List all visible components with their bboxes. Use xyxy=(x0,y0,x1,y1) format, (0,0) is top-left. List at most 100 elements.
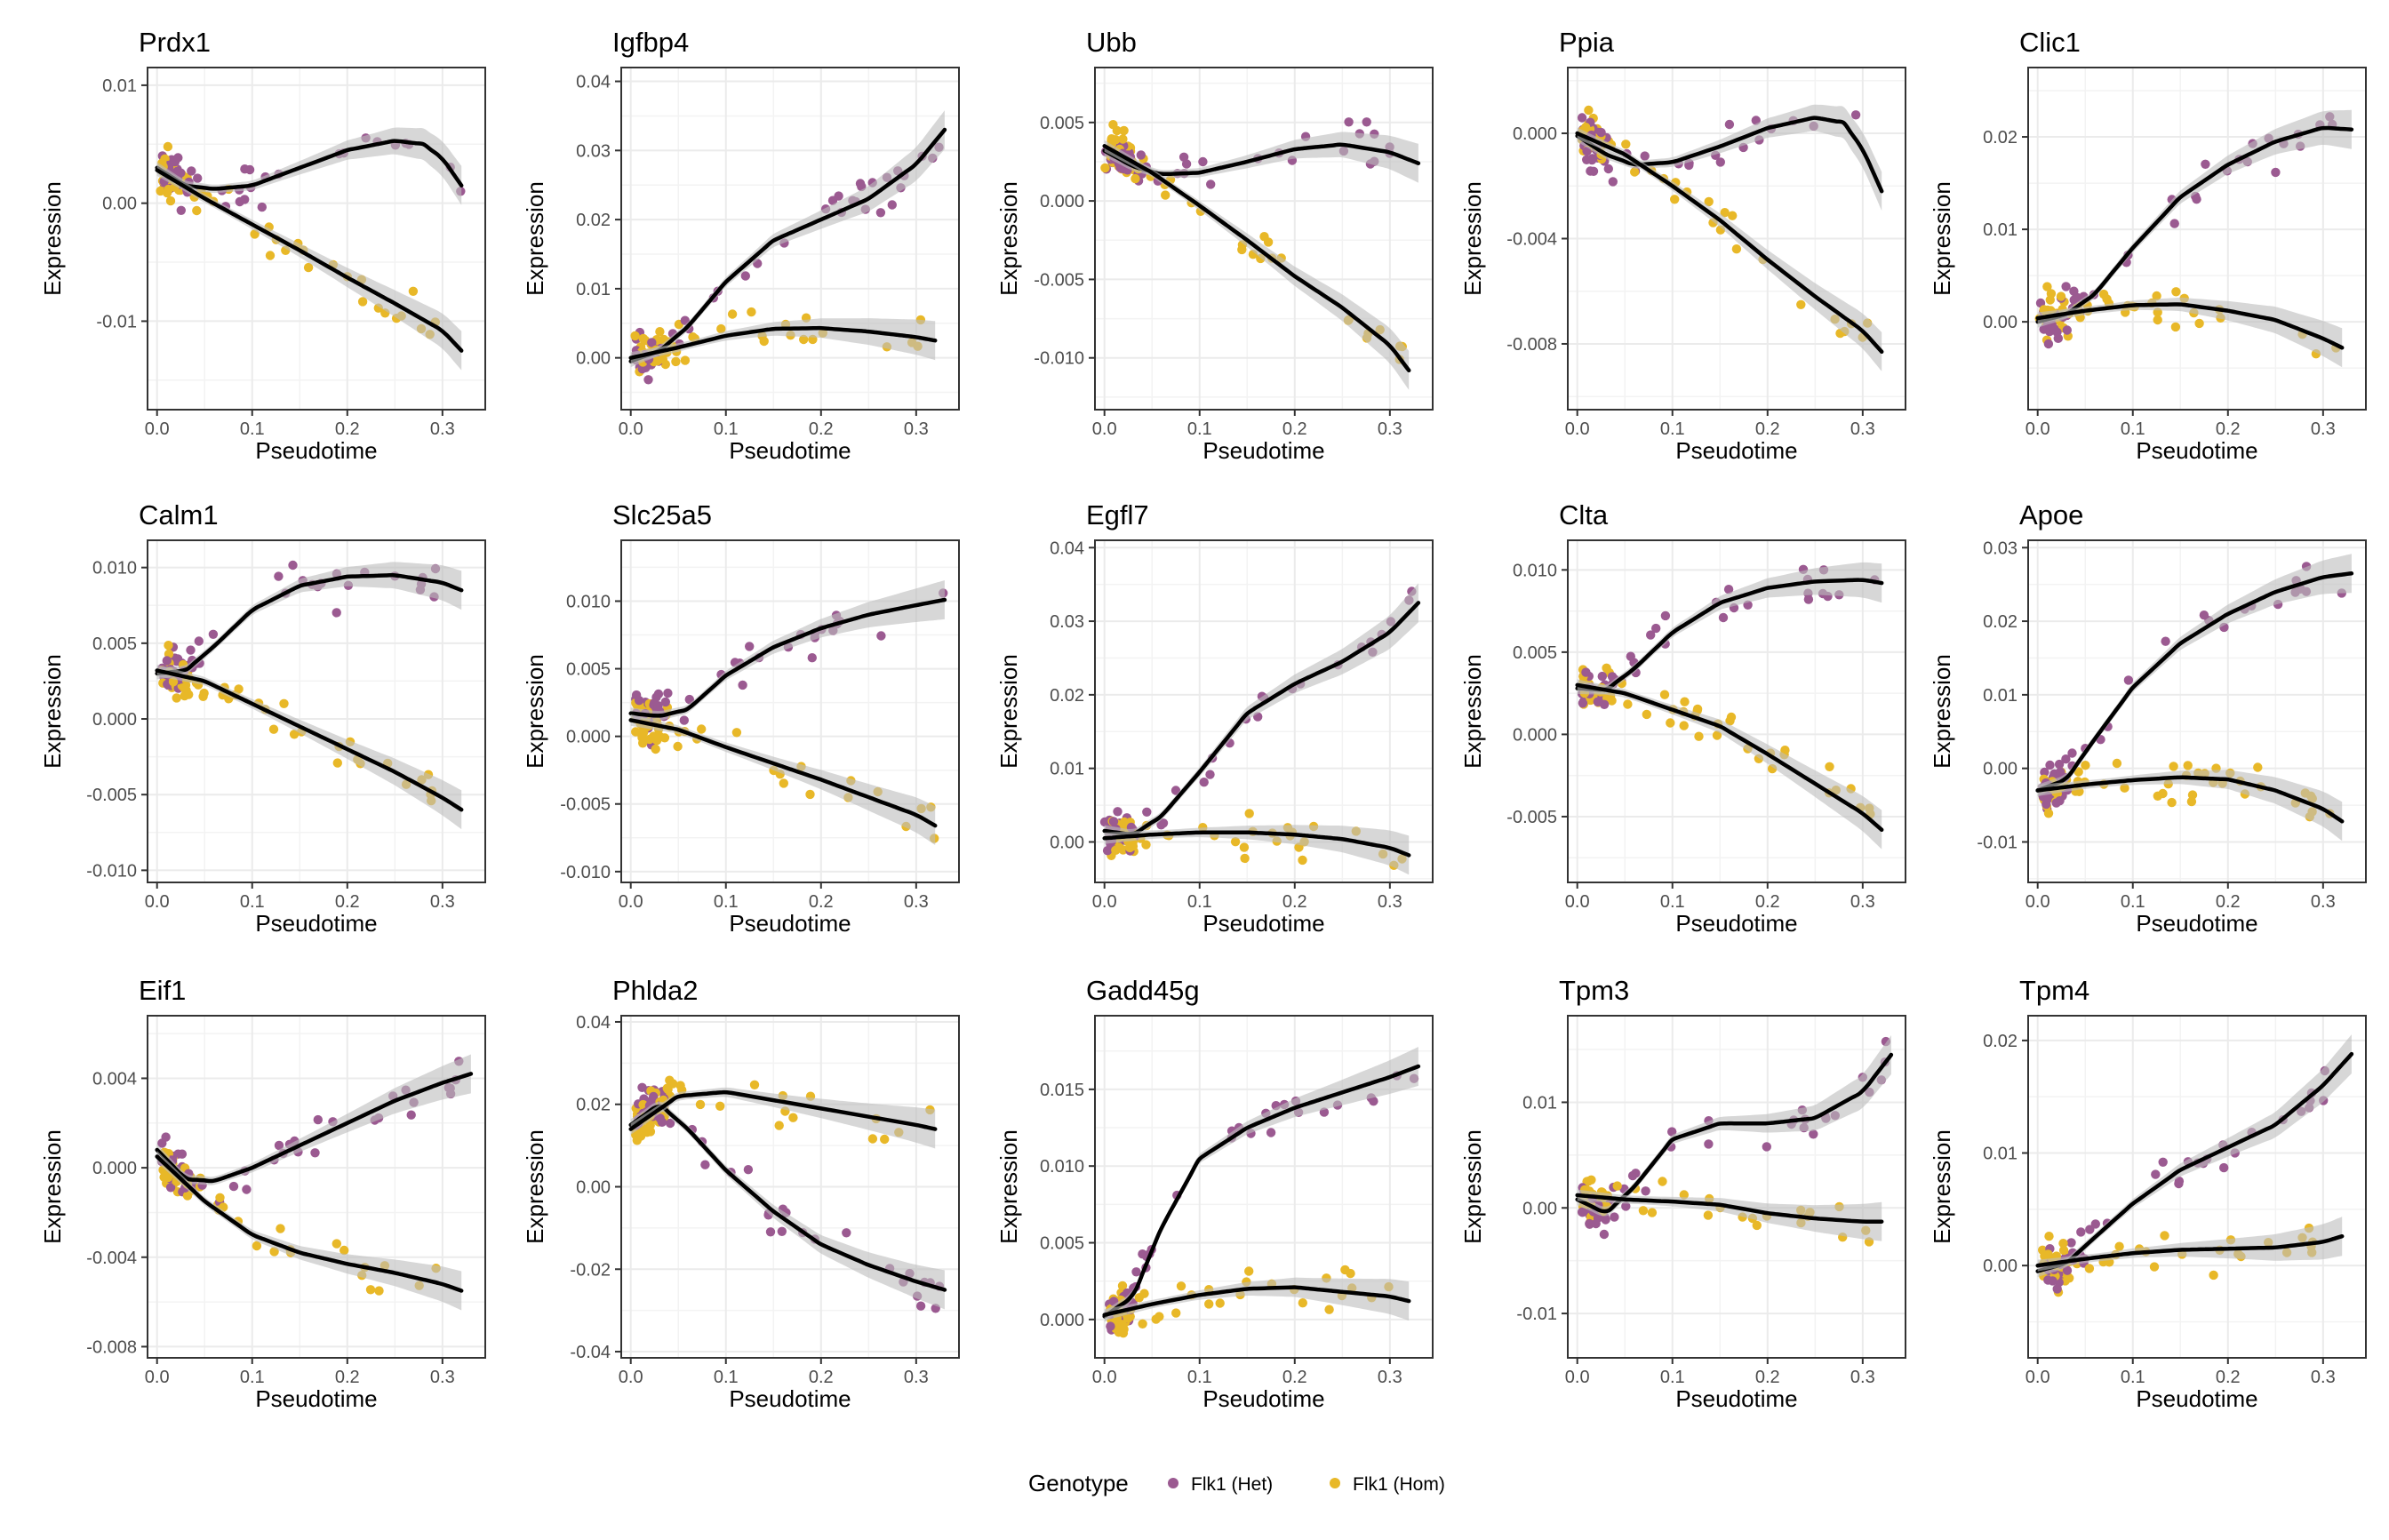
point-hom xyxy=(1298,855,1307,866)
point-hom xyxy=(1731,244,1742,254)
x-tick-label: 0.3 xyxy=(430,1368,455,1387)
point-hom xyxy=(1204,1299,1214,1309)
point-het xyxy=(310,1148,320,1158)
point-het xyxy=(406,1110,416,1120)
point-hom xyxy=(655,327,665,337)
point-het xyxy=(1608,177,1618,187)
point-het xyxy=(1607,672,1618,682)
panel-eif1: 0.0 0.1 0.2 0.3 -0.008 -0.004 0.000 0.004 Eif1 Ps… xyxy=(39,975,486,1412)
x-tick-label: 0.0 xyxy=(1092,419,1117,439)
confidence-ribbon-het xyxy=(1577,562,1882,695)
plot-area xyxy=(1575,104,1884,371)
point-het xyxy=(1581,667,1591,677)
point-het xyxy=(2161,636,2170,646)
x-axis-label: Pseudotime xyxy=(729,437,851,464)
point-het xyxy=(288,560,298,571)
point-hom xyxy=(759,336,769,347)
point-hom xyxy=(1100,163,1110,173)
point-het xyxy=(2158,1157,2168,1168)
point-hom xyxy=(2058,1245,2069,1256)
point-hom xyxy=(652,736,662,746)
x-tick-label: 0.1 xyxy=(2121,1368,2145,1387)
fit-line-hom xyxy=(1575,682,1884,833)
point-hom xyxy=(637,733,647,743)
panel-title: Tpm3 xyxy=(1559,975,1629,1006)
point-het xyxy=(1803,594,1814,604)
point-hom xyxy=(268,724,279,734)
x-tick-label: 0.2 xyxy=(809,419,834,439)
fit-line-het xyxy=(2035,1051,2354,1273)
confidence-ribbon-het xyxy=(156,1054,471,1185)
fit-line-hom xyxy=(155,168,464,353)
x-tick-label: 0.0 xyxy=(2025,892,2050,912)
point-hom xyxy=(332,758,342,768)
y-tick-label: 0.02 xyxy=(576,211,611,230)
panel-clic1: 0.0 0.1 0.2 0.3 0.00 0.01 0.02 Clic1 Pseudotime E… xyxy=(1929,27,2367,464)
panel-border xyxy=(1567,539,1906,883)
y-tick-label: 0.01 xyxy=(102,76,137,96)
point-het xyxy=(1724,119,1735,130)
x-tick-label: 0.0 xyxy=(2025,419,2050,439)
y-tick-label: 0.010 xyxy=(1040,1157,1084,1177)
x-tick-label: 0.3 xyxy=(430,892,455,912)
point-het xyxy=(2192,195,2201,204)
point-het xyxy=(2174,1177,2185,1186)
x-tick-label: 0.1 xyxy=(240,419,265,439)
y-axis-label: Expression xyxy=(1929,654,1955,769)
confidence-ribbon-het xyxy=(1577,104,1882,211)
point-hom xyxy=(365,1285,376,1295)
point-het xyxy=(2061,282,2071,291)
point-hom xyxy=(1642,709,1652,720)
plot-area xyxy=(1100,117,1421,390)
point-hom xyxy=(1621,140,1631,149)
plot-area xyxy=(1099,583,1421,875)
point-hom xyxy=(644,734,655,745)
panel-border xyxy=(1094,1015,1434,1359)
point-hom xyxy=(303,262,314,273)
point-hom xyxy=(2084,1264,2095,1273)
point-hom xyxy=(2169,762,2178,771)
x-tick-label: 0.0 xyxy=(1092,892,1117,912)
x-tick-label: 0.1 xyxy=(1187,892,1212,912)
point-hom xyxy=(2042,282,2052,291)
fit-line-het xyxy=(155,1072,474,1184)
panel-phlda2: 0.0 0.1 0.2 0.3 -0.04 -0.02 0.00 0.02 0.04Phlda2… xyxy=(522,975,960,1412)
point-hom xyxy=(2209,1270,2218,1281)
point-hom xyxy=(2253,762,2263,772)
y-tick-label: 0.005 xyxy=(92,634,137,654)
point-het xyxy=(855,179,866,188)
x-axis-label: Pseudotime xyxy=(255,910,377,937)
point-het xyxy=(1362,117,1371,127)
point-hom xyxy=(2065,1273,2074,1283)
fit-line-het xyxy=(1575,1052,1894,1214)
y-axis-label: Expression xyxy=(995,181,1022,296)
y-tick-label: 0.03 xyxy=(1983,539,2017,558)
point-hom xyxy=(651,744,660,754)
plot-area xyxy=(628,110,947,385)
y-tick-label: -0.005 xyxy=(86,786,137,805)
point-het xyxy=(637,363,647,374)
point-het xyxy=(2090,1219,2100,1229)
point-het xyxy=(2069,295,2079,305)
point-hom xyxy=(1680,697,1690,706)
y-tick-label: 0.004 xyxy=(92,1069,137,1089)
point-het xyxy=(1718,612,1729,623)
panel-ppia: 0.0 0.1 0.2 0.3 -0.008 -0.004 0.000 Ppia Pseudot… xyxy=(1459,27,1906,464)
y-tick-label: 0.02 xyxy=(576,1096,611,1115)
point-het xyxy=(187,166,196,176)
point-het xyxy=(2043,339,2054,349)
x-tick-label: 0.0 xyxy=(619,419,643,439)
point-hom xyxy=(340,1245,349,1256)
panel-clta: 0.0 0.1 0.2 0.3 -0.005 0.000 0.005 0.010 Clta Pse… xyxy=(1459,499,1906,937)
panel-title: Ubb xyxy=(1086,27,1137,58)
y-axis-label: Expression xyxy=(39,654,66,769)
y-axis-label: Expression xyxy=(1929,181,1955,296)
x-tick-label: 0.2 xyxy=(1755,892,1780,912)
y-tick-label: 0.03 xyxy=(576,141,611,161)
x-axis-label: Pseudotime xyxy=(255,437,377,464)
y-tick-label: 0.02 xyxy=(1050,686,1084,706)
x-tick-label: 0.3 xyxy=(904,419,929,439)
x-tick-label: 0.1 xyxy=(714,1368,739,1387)
panel-border xyxy=(1094,539,1434,883)
point-hom xyxy=(1141,840,1151,850)
